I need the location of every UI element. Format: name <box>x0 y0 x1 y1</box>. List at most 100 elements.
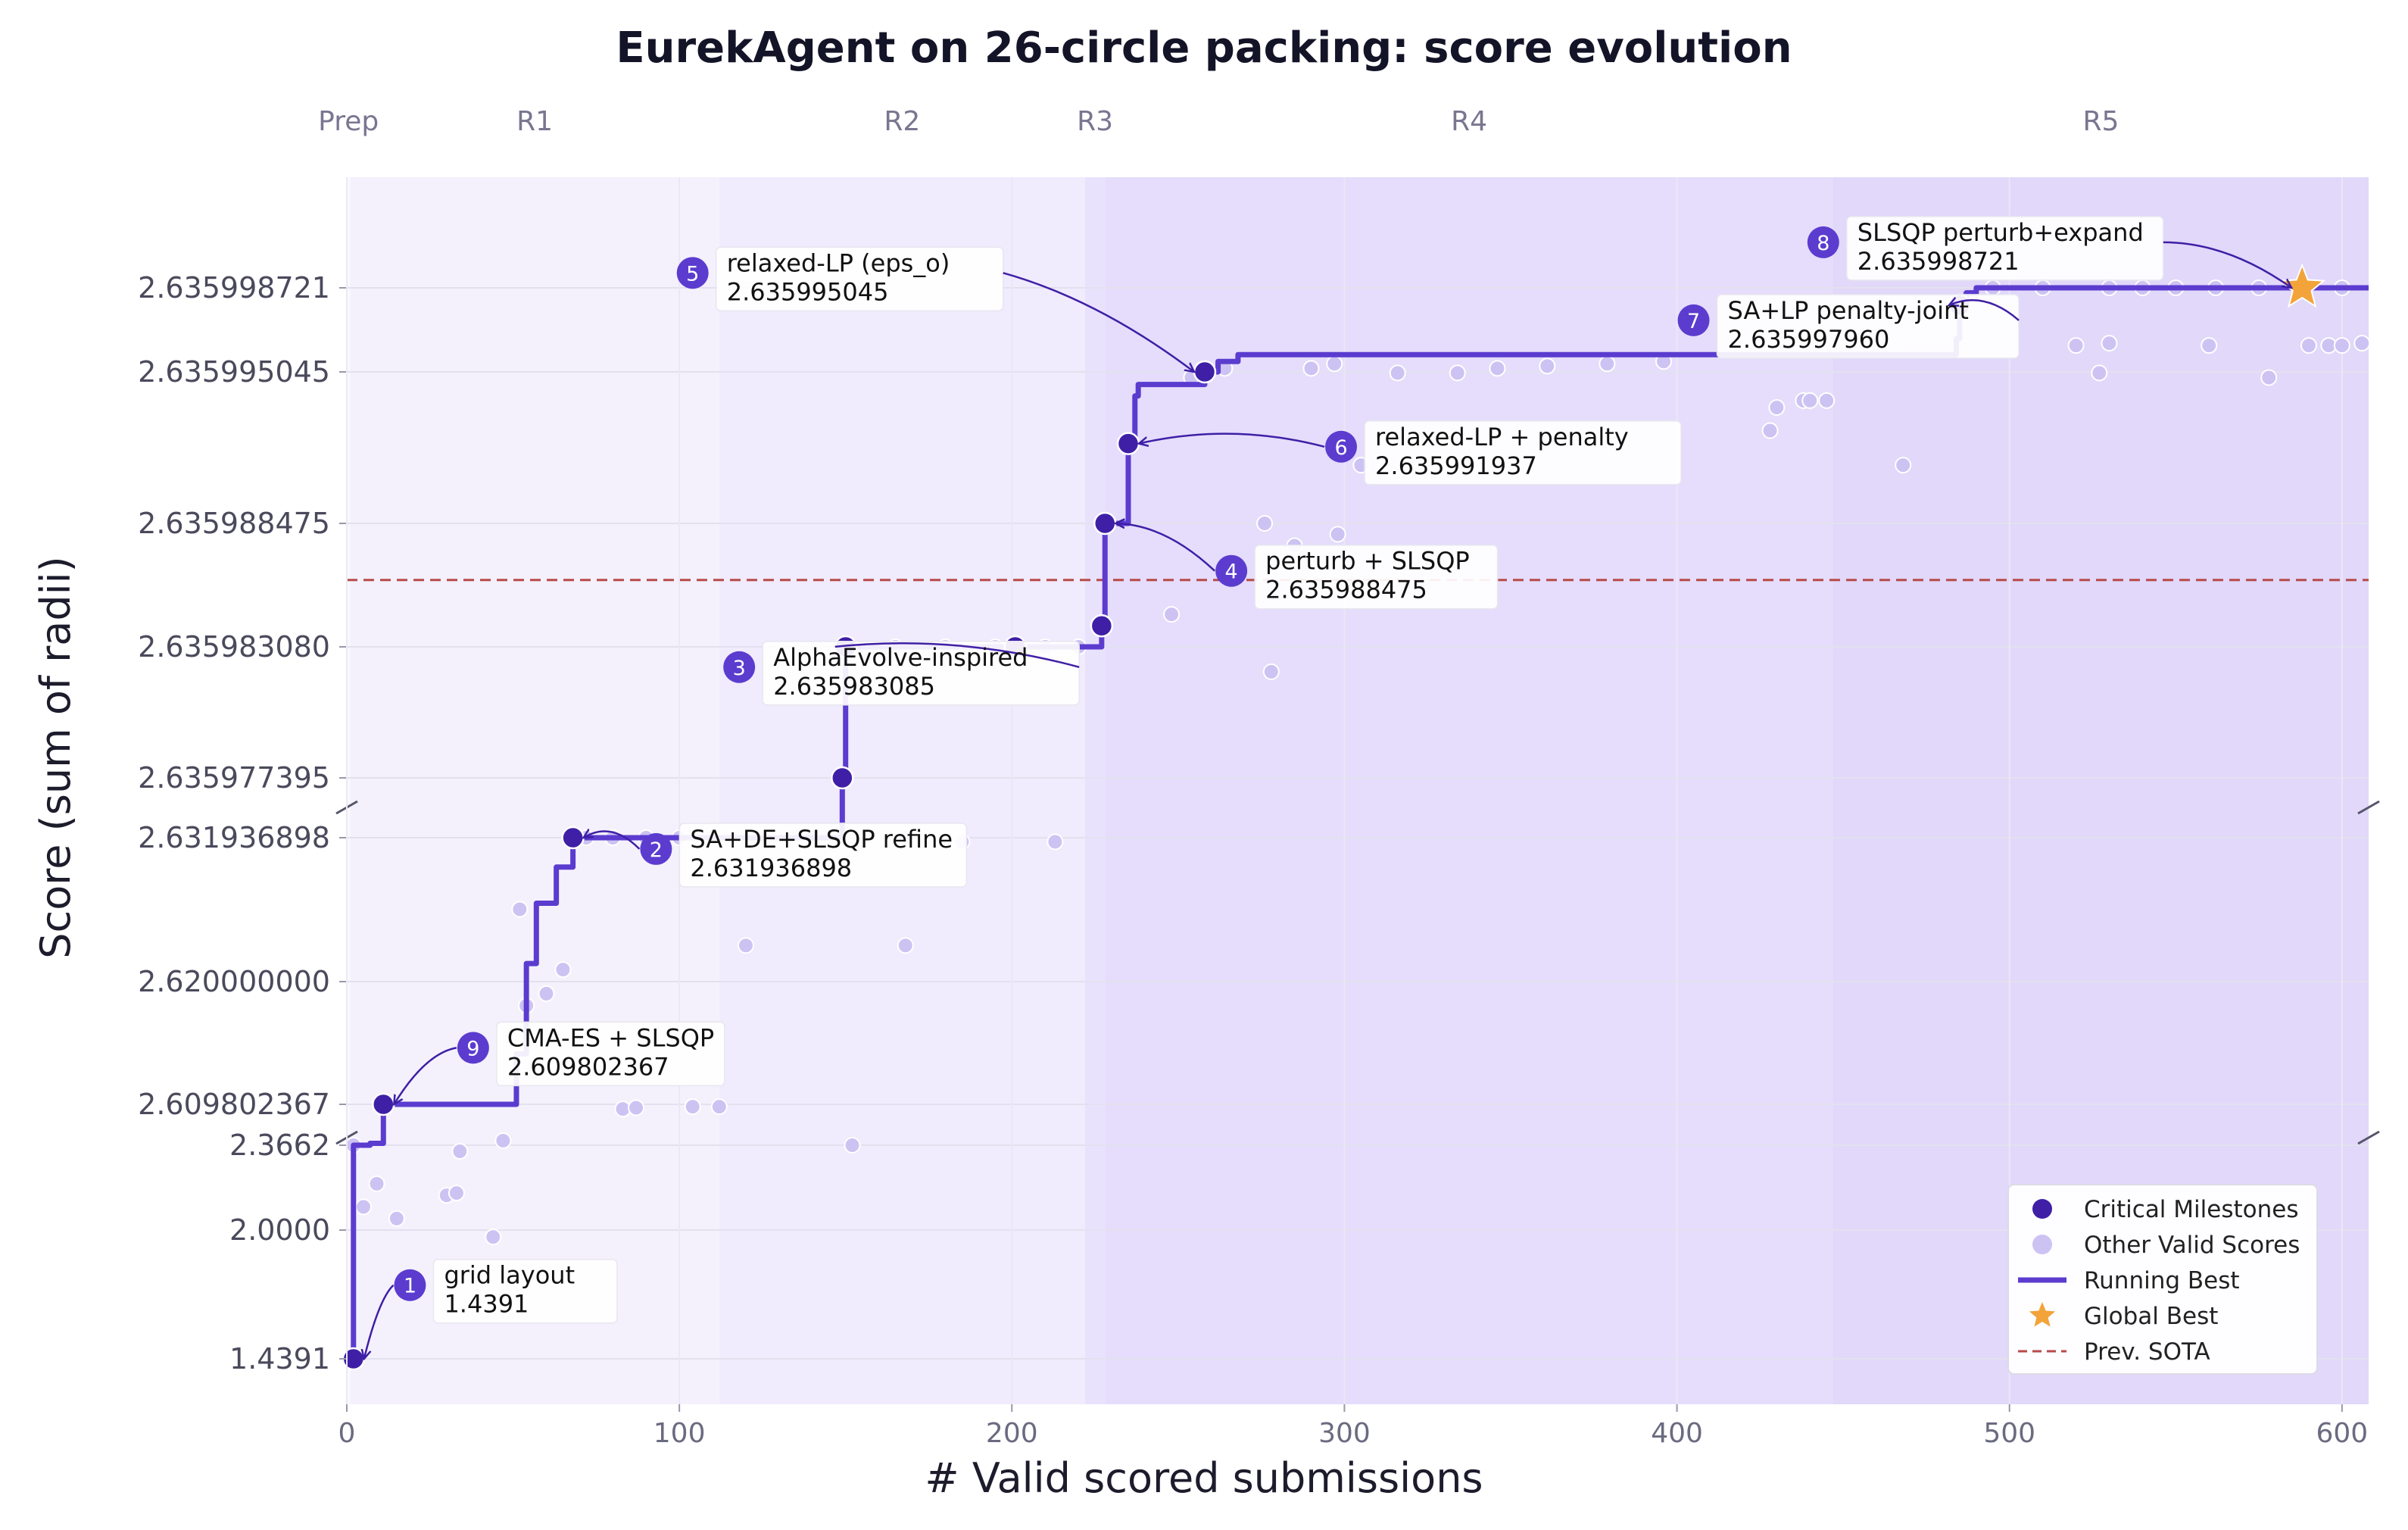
x-tick-label: 200 <box>986 1418 1038 1449</box>
other-score-point <box>1599 355 1616 373</box>
other-score-point <box>1302 360 1320 377</box>
x-axis-label: # Valid scored submissions <box>925 1454 1483 1502</box>
milestone-number: 1 <box>404 1275 416 1298</box>
x-axis-ticks: 0 100 200 300 400 500 600 <box>338 177 2368 1449</box>
phase-band-r1 <box>350 177 719 1404</box>
legend-box <box>2007 1184 2318 1375</box>
phase-label-r4: R4 <box>1451 106 1487 137</box>
annotation-box <box>1846 216 2164 281</box>
milestone-label: CMA-ES + SLSQP <box>507 1023 714 1052</box>
milestone-label: grid layout <box>444 1261 575 1290</box>
milestone-label: relaxed-LP (eps_o) <box>727 248 950 277</box>
other-score-point <box>448 1185 465 1202</box>
critical-milestone-point <box>1116 432 1140 455</box>
x-tick-label: 500 <box>1983 1418 2035 1449</box>
phase-label-r1: R1 <box>516 106 553 137</box>
other-score-point <box>1761 422 1779 439</box>
legend-entry: Prev. SOTA <box>2084 1338 2210 1366</box>
y-tick-label: 2.635977395 <box>138 761 330 795</box>
annotation-connector <box>2163 241 2291 288</box>
phase-band-r3 <box>1084 177 1106 1404</box>
phase-label-r2: R2 <box>884 106 920 137</box>
milestone-label: AlphaEvolve-inspired <box>773 643 1028 672</box>
other-score-point <box>2300 337 2317 354</box>
annotation-connector <box>364 1284 395 1359</box>
other-score-point <box>538 985 555 1002</box>
milestone-label: SA+DE+SLSQP refine <box>690 825 953 854</box>
other-score-point <box>368 1175 385 1192</box>
milestone-value: 2.609802367 <box>507 1052 669 1081</box>
milestone-label: relaxed-LP + penalty <box>1375 423 1629 451</box>
milestone-value: 2.635997960 <box>1728 325 1890 354</box>
y-tick-label: 2.635998721 <box>138 271 330 304</box>
other-score-point <box>1329 526 1346 543</box>
other-score-point <box>1256 515 1274 532</box>
other-score-point <box>2333 337 2350 354</box>
milestone-badge <box>1215 554 1248 587</box>
phase-bands <box>347 177 2369 1404</box>
other-score-point <box>451 1143 469 1160</box>
other-score-point <box>2101 335 2118 352</box>
axis-break-right <box>2357 1130 2380 1145</box>
phase-label-r3: R3 <box>1077 106 1113 137</box>
y-tick-label: 2.635988475 <box>138 507 330 540</box>
other-score-point <box>1046 833 1064 851</box>
y-tick-label: 2.620000000 <box>138 965 330 998</box>
other-score-point <box>554 961 572 979</box>
annotation-box <box>1716 294 2020 359</box>
milestone-number: 3 <box>733 657 746 680</box>
x-tick-label: 300 <box>1318 1418 1371 1449</box>
y-tick-label: 2.609802367 <box>138 1088 330 1121</box>
milestone-annotation-5: 5 relaxed-LP (eps_o)2.635995045 <box>676 246 1194 372</box>
y-tick-label: 2.0000 <box>229 1213 330 1247</box>
milestone-number: 6 <box>1334 436 1347 460</box>
phase-labels: Prep R1 R2 R3 R4 R5 <box>318 106 2119 137</box>
milestone-badge <box>1807 226 1839 258</box>
phase-band-r4 <box>1105 177 1833 1404</box>
other-score-point <box>2260 369 2278 386</box>
legend-swatch-global-best <box>2029 1302 2056 1327</box>
other-score-point <box>1163 606 1181 623</box>
other-score-point <box>2067 337 2085 354</box>
other-score-point <box>1326 355 1343 373</box>
milestone-badge <box>723 651 756 683</box>
milestone-value: 2.635983085 <box>773 672 935 701</box>
annotation-connector <box>1115 523 1215 572</box>
y-tick-label: 2.3662 <box>229 1129 330 1162</box>
other-score-point <box>354 1198 372 1216</box>
milestone-value: 2.635995045 <box>727 277 889 306</box>
milestone-value: 2.635988475 <box>1265 576 1427 604</box>
annotation-box <box>432 1258 618 1324</box>
annotation-box <box>1254 544 1499 610</box>
milestone-badge <box>1325 430 1358 463</box>
milestone-number: 5 <box>686 262 699 286</box>
milestone-value: 2.635991937 <box>1375 451 1537 480</box>
critical-milestone-point <box>372 1092 395 1116</box>
y-axis-label: Score (sum of radii) <box>32 556 80 958</box>
milestone-badge <box>676 257 709 289</box>
legend-entry: Global Best <box>2084 1303 2218 1330</box>
annotation-connector <box>584 832 641 850</box>
milestone-number: 8 <box>1817 232 1829 255</box>
legend-swatch-other <box>2032 1235 2052 1254</box>
other-score-point <box>2201 337 2218 354</box>
annotation-connector <box>834 642 1080 668</box>
milestone-badge <box>640 832 672 865</box>
other-score-point <box>1539 358 1556 375</box>
other-score-point <box>1389 364 1406 382</box>
phase-band-r2 <box>719 177 1085 1404</box>
critical-milestone-point <box>831 766 854 790</box>
other-score-point <box>684 1098 701 1116</box>
annotation-box <box>678 823 968 888</box>
critical-milestone-point <box>561 826 585 850</box>
other-score-point <box>485 1229 502 1246</box>
critical-milestone-point <box>1193 360 1217 384</box>
other-score-point <box>1449 364 1466 382</box>
milestone-number: 4 <box>1225 560 1238 584</box>
